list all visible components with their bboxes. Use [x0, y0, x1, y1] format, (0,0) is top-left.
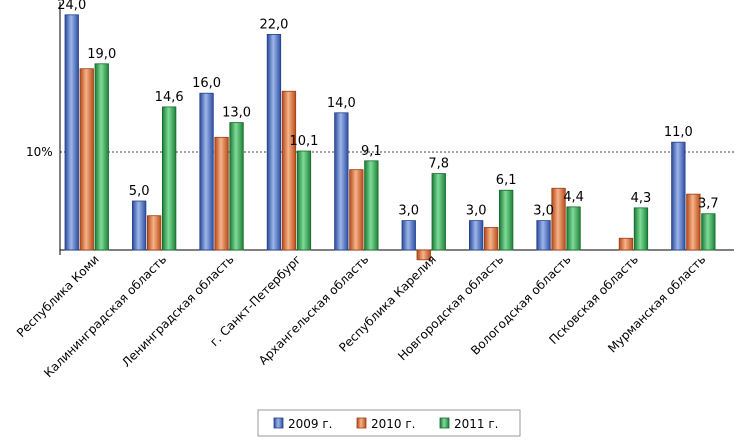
data-label: 19,0: [87, 47, 116, 62]
bar-2010г-9: [686, 193, 701, 251]
bar-2009г-2: [199, 92, 214, 251]
legend-swatch-2011: [439, 417, 450, 429]
data-label: 14,0: [327, 96, 356, 111]
bar-2011г-7: [566, 206, 581, 251]
bar-2010г-5: [416, 249, 431, 261]
bar-2010г-2: [214, 136, 229, 251]
bar-2009г-1: [131, 200, 147, 251]
data-label: 7,8: [428, 157, 449, 172]
bar-2011г-8: [633, 207, 649, 251]
data-label: 22,0: [259, 17, 288, 32]
data-label: 10,1: [289, 134, 318, 149]
legend: 2009 г. 2010 г. 2011 г.: [257, 409, 521, 437]
reference-label: 10%: [26, 145, 53, 159]
legend-swatch-2010: [356, 417, 367, 429]
bar-2010г-1: [146, 215, 162, 251]
bar-2011г-2: [229, 122, 244, 251]
category-label: Калининградская область: [41, 252, 169, 380]
bar-2009г-7: [536, 220, 551, 251]
data-label: 4,4: [563, 190, 584, 205]
legend-frame: [257, 409, 521, 437]
data-label: 6,1: [496, 173, 517, 188]
legend-label-2011: 2011 г.: [454, 417, 498, 431]
bar-2011г-1: [161, 106, 177, 251]
data-label: 4,3: [631, 191, 652, 206]
bar-2009г-3: [266, 34, 282, 251]
bar-2009г-4: [334, 112, 349, 251]
bar-2010г-3: [281, 90, 297, 251]
data-label: 11,0: [664, 125, 693, 140]
data-label: 14,6: [155, 90, 184, 105]
bar-2011г-3: [296, 150, 312, 251]
category-label: Ленинградская область: [119, 252, 236, 369]
bar-2010г-7: [551, 187, 566, 251]
bar-2009г-9: [671, 141, 686, 251]
category-label: Архангельская область: [256, 252, 371, 367]
data-label: 5,0: [129, 184, 150, 199]
bar-2010г-0: [79, 68, 94, 251]
bar-2010г-4: [349, 169, 364, 251]
bar-2010г-6: [483, 227, 499, 251]
bar-2011г-9: [701, 213, 716, 251]
bar-2011г-0: [94, 63, 109, 251]
data-label: 3,0: [533, 204, 554, 219]
bar-2010г-8: [618, 237, 634, 251]
bar-2011г-4: [364, 160, 379, 251]
bar-2009г-5: [401, 220, 416, 251]
data-label: 3,7: [698, 197, 719, 212]
data-label: 3,0: [398, 204, 419, 219]
legend-swatch-2009: [273, 417, 284, 429]
data-label: 24,0: [57, 0, 86, 13]
data-label: 9,1: [361, 144, 382, 159]
data-label: 16,0: [192, 76, 221, 91]
bar-2009г-0: [64, 14, 79, 251]
bar-2011г-6: [498, 189, 514, 251]
legend-label-2009: 2009 г.: [288, 417, 332, 431]
data-label: 13,0: [222, 106, 251, 121]
bar-2011г-5: [431, 173, 446, 251]
legend-label-2010: 2010 г.: [371, 417, 415, 431]
data-label: 3,0: [466, 204, 487, 219]
bar-2009г-6: [468, 220, 484, 251]
